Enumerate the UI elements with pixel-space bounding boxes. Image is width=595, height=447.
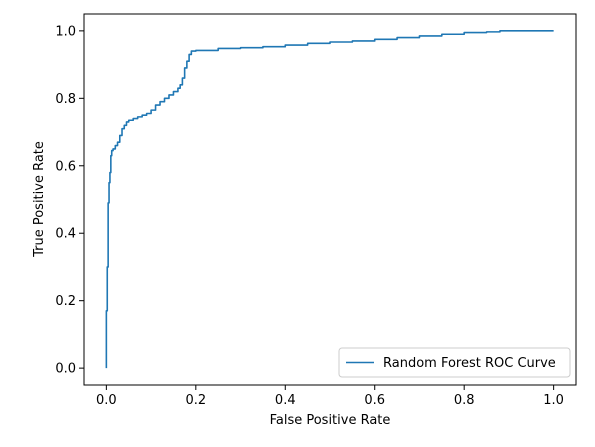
x-tick-label: 1.0 xyxy=(543,393,564,408)
legend: Random Forest ROC Curve xyxy=(338,347,571,378)
legend-label: Random Forest ROC Curve xyxy=(383,356,556,371)
x-tick-label: 0.4 xyxy=(275,393,296,408)
x-axis-label: False Positive Rate xyxy=(270,413,391,428)
x-tick-label: 0.0 xyxy=(96,393,117,408)
y-tick-label: 0.8 xyxy=(55,92,76,107)
axis-ticks: 0.0 0.2 0.4 0.6 0.8 1.0 0.0 0.2 0.4 0.6 0.8 1.0 xyxy=(55,24,564,408)
legend-box xyxy=(338,347,571,378)
y-tick-label: 0.0 xyxy=(55,362,76,377)
y-tick-label: 0.2 xyxy=(55,294,76,309)
y-tick-label: 0.6 xyxy=(55,159,76,174)
plot-background xyxy=(84,14,576,385)
x-tick-label: 0.2 xyxy=(185,393,206,408)
axes-frame xyxy=(83,13,577,386)
plot-content xyxy=(105,30,554,369)
y-axis-label: True Positive Rate xyxy=(32,141,47,258)
x-tick-label: 0.6 xyxy=(364,393,385,408)
y-tick-label: 0.4 xyxy=(55,227,76,242)
x-tick-label: 0.8 xyxy=(454,393,475,408)
roc-curve-line xyxy=(105,30,554,369)
y-tick-label: 1.0 xyxy=(55,24,76,39)
